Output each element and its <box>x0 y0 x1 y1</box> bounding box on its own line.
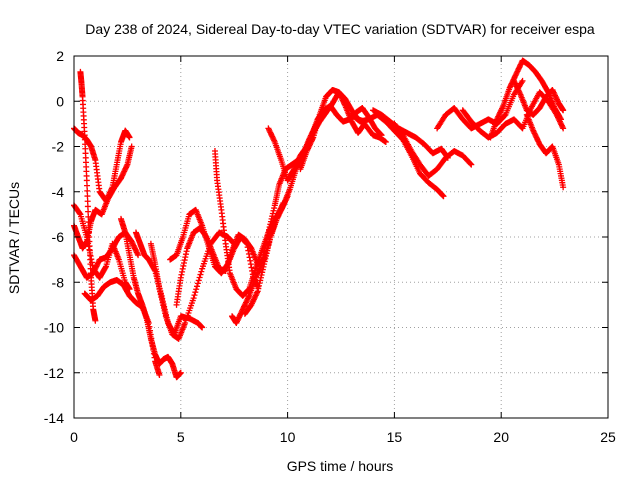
data-point-marker <box>378 132 385 139</box>
series-track-25 <box>511 77 567 118</box>
y-tick-label: -4 <box>52 184 65 200</box>
data-point-marker <box>92 317 99 324</box>
y-tick-label: -6 <box>52 229 65 245</box>
data-point-marker <box>199 324 206 331</box>
y-tick-label: -12 <box>44 365 64 381</box>
data-point-marker <box>519 77 526 84</box>
data-point-marker <box>195 277 202 284</box>
data-point-marker <box>382 138 389 145</box>
x-tick-label: 10 <box>280 429 296 445</box>
series-track-24 <box>523 111 567 191</box>
data-point-marker <box>126 134 133 141</box>
data-point-marker <box>196 274 203 281</box>
data-point-marker <box>191 292 198 299</box>
data-point-marker <box>135 252 142 259</box>
data-point-marker <box>177 369 184 376</box>
y-tick-label: -14 <box>44 410 64 426</box>
y-tick-label: -2 <box>52 139 65 155</box>
y-tick-label: -10 <box>44 320 64 336</box>
data-point-marker <box>84 193 91 200</box>
data-point-marker <box>192 289 199 296</box>
data-point-marker <box>468 161 475 168</box>
series-track-20 <box>391 120 475 179</box>
axis-ticks: 0 5 10 15 20 25 -14 -12 -10 -8 -6 -4 -2 0 2 <box>44 48 616 445</box>
data-point-marker <box>190 295 197 302</box>
data-point-marker <box>193 286 200 293</box>
series-track-7 <box>117 215 184 381</box>
y-tick-label: 2 <box>56 48 64 64</box>
series-track-17 <box>301 102 385 155</box>
data-point-marker <box>440 193 447 200</box>
x-tick-label: 20 <box>493 429 509 445</box>
data-point-marker <box>128 143 135 150</box>
data-point-marker <box>198 268 205 275</box>
y-tick-label: -8 <box>52 274 65 290</box>
chart-title: Day 238 of 2024, Sidereal Day-to-day VTE… <box>85 21 595 37</box>
data-point-marker <box>197 271 204 278</box>
data-point-marker <box>560 107 567 114</box>
y-axis-label: SDTVAR / TECUs <box>6 182 22 294</box>
data-point-marker <box>84 182 91 189</box>
data-point-marker <box>194 280 201 287</box>
plot-area <box>71 57 567 381</box>
x-axis-label: GPS time / hours <box>287 458 394 474</box>
data-point-marker <box>84 187 91 194</box>
data-point-marker <box>83 177 90 184</box>
data-point-marker <box>85 208 92 215</box>
data-point-marker <box>194 283 201 290</box>
data-point-marker <box>467 160 474 167</box>
y-tick-label: 0 <box>56 93 64 109</box>
data-point-marker <box>560 125 567 132</box>
x-tick-label: 15 <box>387 429 403 445</box>
x-tick-label: 25 <box>600 429 616 445</box>
x-tick-label: 0 <box>70 429 78 445</box>
data-point-marker <box>84 198 91 205</box>
data-point-marker <box>84 203 91 210</box>
data-point-marker <box>560 184 567 191</box>
series-track-9 <box>147 229 238 342</box>
x-tick-label: 5 <box>177 429 185 445</box>
data-point-marker <box>156 372 163 379</box>
data-point-marker <box>558 116 565 123</box>
